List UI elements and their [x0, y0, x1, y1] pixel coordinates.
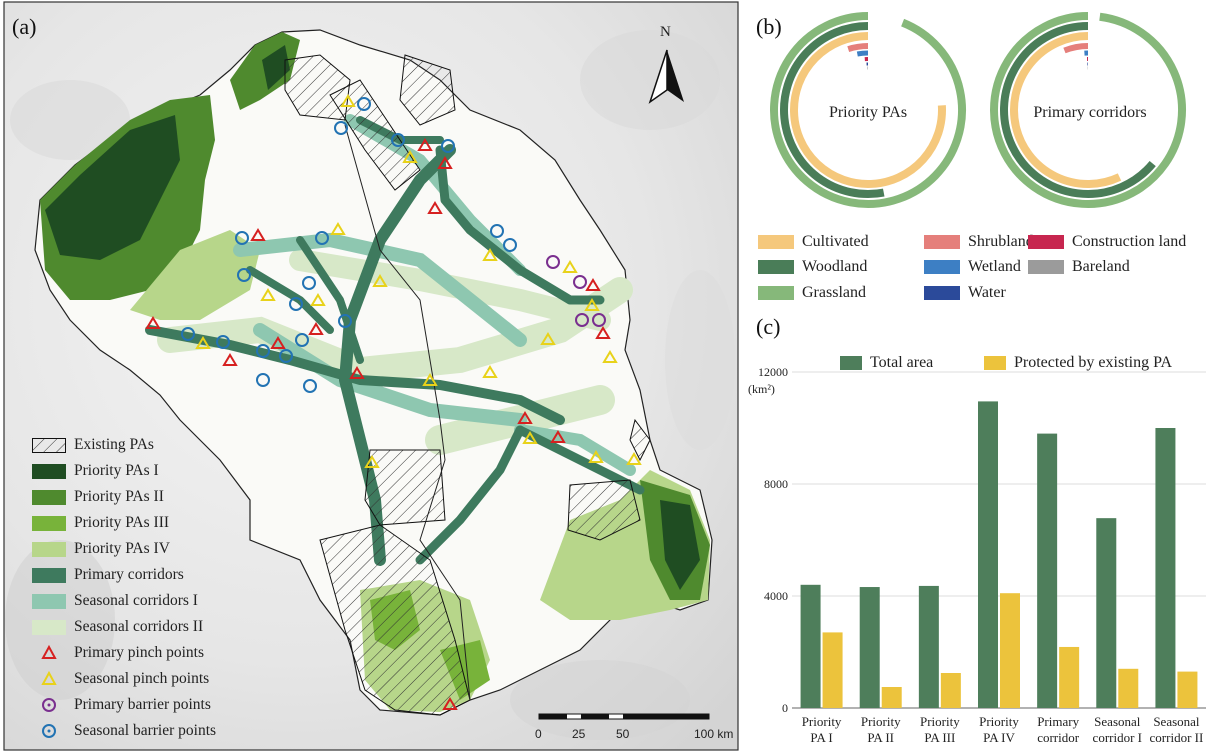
- x-tick-label: PA IV: [983, 730, 1015, 745]
- bar-protected-4: [1059, 646, 1080, 708]
- radial-bar-priority-pas-wetland: [856, 50, 869, 57]
- north-arrow-icon: [648, 49, 684, 104]
- bar-protected-1: [881, 687, 902, 708]
- legend-bareland: Bareland: [1028, 256, 1130, 278]
- x-tick-label: corridor: [1037, 730, 1080, 745]
- scale-tick-100: 100 km: [694, 727, 734, 741]
- legend-priority-pas-iv: Priority PAs IV: [32, 537, 170, 561]
- legend-total-area: Total area: [840, 352, 933, 374]
- blue-ring-icon: [42, 724, 56, 738]
- scale-tick-25: 25: [572, 727, 586, 741]
- radial-bar-priority-pas-shrubland: [847, 43, 869, 53]
- bar-protected-5: [1118, 668, 1139, 708]
- x-tick-label: PA II: [867, 730, 894, 745]
- x-tick-label: Seasonal: [1094, 714, 1141, 729]
- radial-bar-primary-corridors-grassland: [990, 12, 1186, 208]
- bar-total-area-6: [1155, 428, 1176, 708]
- legend-primary-pinch-points: Primary pinch points: [32, 641, 204, 665]
- x-tick-label: Primary: [1037, 714, 1079, 729]
- legend-grassland: Grassland: [758, 282, 866, 304]
- scale-bar: [538, 713, 710, 720]
- bar-total-area-5: [1096, 518, 1117, 708]
- radial-bar-charts: [770, 12, 1186, 208]
- primary-corridors-layer: [145, 116, 645, 566]
- bar-protected-2: [940, 673, 961, 708]
- legend-woodland: Woodland: [758, 256, 867, 278]
- radial-bar-priority-pas-cultivated: [790, 32, 946, 188]
- x-tick-label: Seasonal: [1153, 714, 1200, 729]
- legend-existing-pas: Existing PAs: [32, 433, 154, 457]
- x-tick-label: Priority: [920, 714, 960, 729]
- radial-bar-priority-pas-grassland: [770, 12, 966, 208]
- radial-bar-priority-pas-woodland: [780, 22, 885, 198]
- existing-pas-layer: [284, 54, 651, 716]
- y-tick-label: 0: [782, 701, 788, 715]
- legend-primary-corridors: Primary corridors: [32, 563, 184, 587]
- bar-total-area-2: [918, 585, 939, 708]
- radial-bar-primary-corridors-cultivated: [1010, 32, 1122, 188]
- x-tick-label: Priority: [802, 714, 842, 729]
- x-tick-label: Priority: [861, 714, 901, 729]
- x-tick-label: corridor I: [1093, 730, 1142, 745]
- panel-label-b: (b): [756, 14, 782, 39]
- study-area-map: [3, 1, 739, 751]
- y-unit-label: (km²): [748, 382, 775, 396]
- y-tick-label: 12000: [758, 365, 788, 379]
- legend-shrubland: Shrubland: [924, 231, 1034, 253]
- primary-pinch-points: [145, 138, 611, 710]
- bar-total-area-4: [1037, 433, 1058, 708]
- scale-tick-0: 0: [535, 727, 542, 741]
- legend-water: Water: [924, 282, 1006, 304]
- panel-label-a: (a): [12, 14, 37, 39]
- x-tick-label: PA III: [924, 730, 955, 745]
- purple-ring-icon: [42, 698, 56, 712]
- legend-primary-barrier-points: Primary barrier points: [32, 693, 211, 717]
- yellow-triangle-icon: [41, 670, 57, 685]
- seasonal-pinch-points: [195, 94, 642, 468]
- x-tick-label: Priority: [979, 714, 1019, 729]
- scale-tick-50: 50: [616, 727, 630, 741]
- bar-protected-3: [1000, 593, 1020, 708]
- legend-construction-land: Construction land: [1028, 231, 1186, 253]
- radial-chart-label-primary-corridors: Primary corridors: [1033, 104, 1147, 121]
- seasonal-barrier-points: [181, 97, 517, 393]
- radial-bar-primary-corridors-shrubland: [1063, 43, 1089, 54]
- legend-priority-pas-ii: Priority PAs II: [32, 485, 164, 509]
- legend-seasonal-barrier-points: Seasonal barrier points: [32, 719, 216, 743]
- red-triangle-icon: [41, 644, 57, 659]
- bar-total-area-0: [800, 584, 821, 708]
- x-tick-label: corridor II: [1150, 730, 1204, 745]
- map-panel: (a) N 0 25 50 100 km Existing PAs Priori…: [3, 1, 739, 751]
- north-label: N: [660, 24, 671, 40]
- legend-cultivated: Cultivated: [758, 231, 869, 253]
- radial-bar-primary-corridors-woodland: [1000, 22, 1156, 198]
- legend-seasonal-pinch-points: Seasonal pinch points: [32, 667, 209, 691]
- legend-protected-area: Protected by existing PA: [984, 352, 1172, 374]
- legend-priority-pas-i: Priority PAs I: [32, 459, 159, 483]
- bar-total-area-1: [859, 587, 880, 708]
- x-tick-label: PA I: [810, 730, 832, 745]
- bar-total-area-3: [978, 401, 998, 708]
- radial-chart-label-priority-pas: Priority PAs: [828, 104, 908, 121]
- legend-seasonal-corridors-ii: Seasonal corridors II: [32, 615, 203, 639]
- land-cover-panel: (b) Priority PAs Primary corridors Culti…: [748, 0, 1212, 310]
- legend-wetland: Wetland: [924, 256, 1021, 278]
- y-tick-label: 8000: [764, 477, 788, 491]
- legend-priority-pas-iii: Priority PAs III: [32, 511, 169, 535]
- y-tick-label: 4000: [764, 589, 788, 603]
- legend-seasonal-corridors-i: Seasonal corridors I: [32, 589, 198, 613]
- area-bar-panel: (c) Total area Protected by existing PA …: [748, 312, 1212, 754]
- hatch-swatch-icon: [32, 437, 66, 453]
- bar-protected-6: [1177, 671, 1198, 708]
- panel-label-c: (c): [756, 314, 781, 339]
- admin-boundaries: [344, 124, 471, 701]
- bar-protected-0: [822, 632, 843, 708]
- primary-barrier-points: [546, 255, 606, 327]
